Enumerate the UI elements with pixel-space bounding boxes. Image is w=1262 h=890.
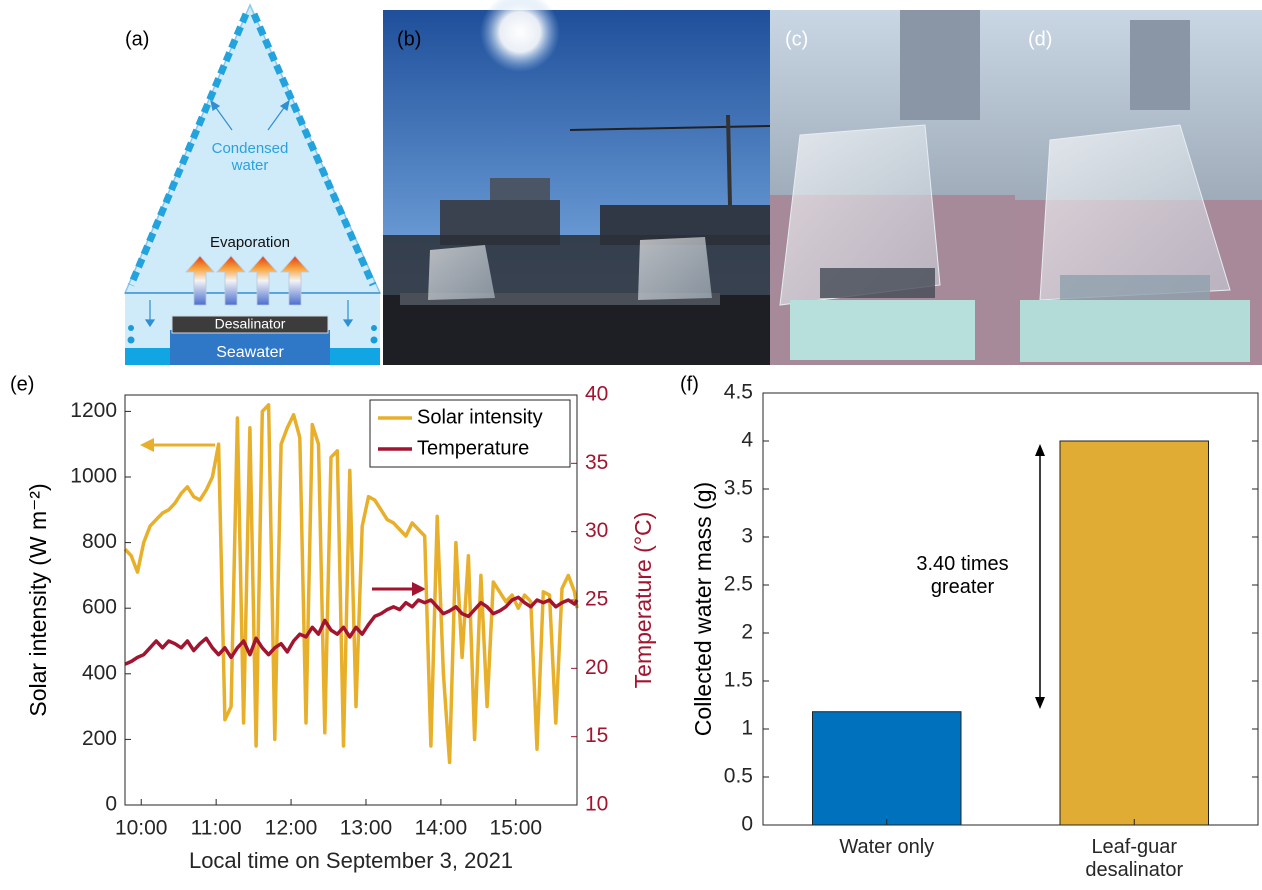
- bar: [1060, 441, 1209, 825]
- legend-label: Solar intensity: [417, 406, 543, 428]
- figure: Evaporation Desalinator Seawater (a): [0, 0, 1262, 890]
- y-tick-label: 0.5: [724, 765, 753, 788]
- x-tick-label: 12:00: [265, 817, 318, 840]
- series-line: [125, 597, 577, 664]
- y-tick-label: 200: [82, 727, 117, 750]
- y-tick-label: 4: [741, 429, 753, 452]
- y-tick-label: 0: [741, 813, 753, 836]
- y-tick-label: 1000: [70, 465, 117, 488]
- photo-d: [1015, 10, 1262, 365]
- x-tick-label: 15:00: [490, 817, 543, 840]
- figure-canvas: Evaporation Desalinator Seawater (a): [0, 0, 1262, 890]
- panel-label: (b): [397, 28, 421, 50]
- y-tick-label: 1200: [70, 399, 117, 422]
- y2-tick-label: 25: [585, 588, 608, 611]
- y2-tick-label: 10: [585, 793, 608, 816]
- panel-label: (a): [125, 28, 149, 50]
- x-tick-label: Water only: [817, 836, 957, 859]
- y-tick-label: 400: [82, 661, 117, 684]
- panel-label: (e): [10, 373, 34, 395]
- x-tick-label: 14:00: [415, 817, 468, 840]
- y2-tick-label: 20: [585, 656, 608, 679]
- y-tick-label: 1.5: [724, 669, 753, 692]
- evaporation-label: Evaporation: [210, 234, 290, 251]
- y2-tick-label: 40: [585, 383, 608, 406]
- y-tick-label: 3: [741, 525, 753, 548]
- y2-tick-label: 35: [585, 451, 608, 474]
- x-axis-label: Local time on September 3, 2021: [189, 848, 513, 873]
- annotation: 3.40 times greater: [895, 553, 1030, 599]
- bar: [813, 712, 962, 825]
- x-tick-label: 13:00: [340, 817, 393, 840]
- desalinator-label: Desalinator: [215, 316, 286, 332]
- y-tick-label: 0: [105, 793, 117, 816]
- y-tick-label: 2.5: [724, 573, 753, 596]
- y-tick-label: 4.5: [724, 381, 753, 404]
- x-tick-label: Leaf-guar desalinator: [1064, 836, 1204, 882]
- y-tick-label: 1: [741, 717, 753, 740]
- x-tick-label: 11:00: [191, 817, 242, 840]
- panel-label: (c): [785, 28, 808, 50]
- y-tick-label: 3.5: [724, 477, 753, 500]
- y-axis-label: Collected water mass (g): [690, 482, 716, 736]
- y-tick-label: 600: [82, 596, 117, 619]
- legend-label: Temperature: [417, 437, 529, 459]
- panel-label: (d): [1028, 28, 1052, 50]
- condensed-label: Condensed water: [195, 140, 305, 175]
- photo-b: [383, 0, 770, 365]
- photo-c: [770, 10, 1015, 365]
- x-tick-label: 10:00: [115, 817, 168, 840]
- diagram: Evaporation Desalinator Seawater: [125, 5, 380, 365]
- y-axis-label: Solar intensity (W m⁻²): [25, 483, 51, 716]
- y-tick-label: 800: [82, 530, 117, 553]
- y2-tick-label: 15: [585, 724, 608, 747]
- y-tick-label: 2: [741, 621, 753, 644]
- y2-axis-label: Temperature (°C): [630, 512, 656, 689]
- panel-label: (f): [680, 373, 699, 395]
- difference-arrow: [1035, 444, 1045, 709]
- seawater-label: Seawater: [216, 344, 284, 361]
- y2-tick-label: 30: [585, 519, 608, 542]
